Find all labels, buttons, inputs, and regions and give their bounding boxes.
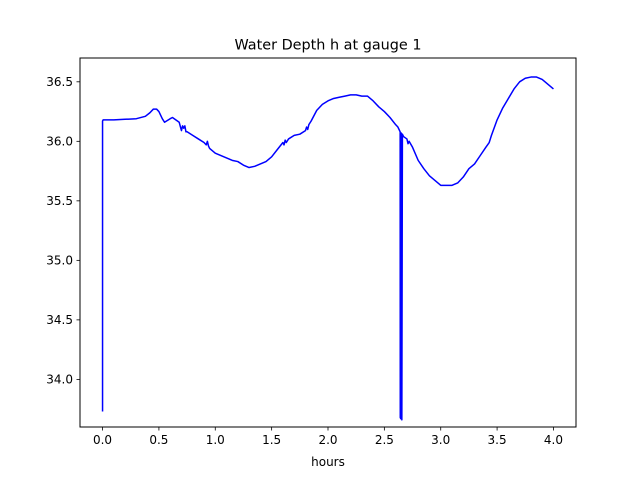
plot-area: [101, 76, 554, 421]
x-tick-label: 2.5: [375, 433, 394, 447]
chart-title: Water Depth h at gauge 1: [234, 38, 421, 54]
y-tick-label: 34.5: [46, 313, 73, 327]
x-tick-label: 0.0: [93, 433, 112, 447]
x-tick-label: 2.0: [318, 433, 337, 447]
x-tick-label: 1.5: [262, 433, 281, 447]
plot-frame: [79, 57, 577, 428]
x-axis: 0.0 0.5 1.0 1.5 2.0 2.5 3.0 3.5 4.0: [93, 427, 563, 447]
y-axis: 34.0 34.5 35.0 35.5 36.0 36.5: [46, 75, 80, 387]
x-axis-label: hours: [311, 455, 345, 469]
y-tick-label: 35.5: [46, 194, 73, 208]
y-tick-label: 36.0: [46, 135, 73, 149]
x-tick-label: 0.5: [149, 433, 168, 447]
x-tick-label: 3.0: [431, 433, 450, 447]
series-line-0: [101, 76, 554, 421]
x-tick-label: 3.5: [488, 433, 507, 447]
y-tick-label: 36.5: [46, 75, 73, 89]
x-tick-label: 1.0: [206, 433, 225, 447]
x-tick-label: 4.0: [544, 433, 563, 447]
y-tick-label: 35.0: [46, 254, 73, 268]
y-tick-label: 34.0: [46, 373, 73, 387]
